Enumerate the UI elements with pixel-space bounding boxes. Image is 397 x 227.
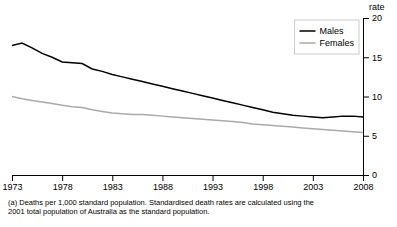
tick-mark — [363, 136, 369, 137]
tick-label: 2003 — [303, 182, 323, 192]
chart: 1973 1978 1983 1988 1993 1998 2003 2008 0 5 10 15 20… — [0, 0, 397, 227]
tick-label: 0 — [372, 170, 377, 180]
tick-label: 10 — [372, 92, 382, 102]
tick-label: 1998 — [253, 182, 273, 192]
legend-frame — [294, 20, 359, 54]
tick-label: 20 — [372, 13, 382, 23]
tick-mark — [363, 18, 369, 19]
tick-label: 15 — [372, 53, 382, 63]
tick-label: 1988 — [153, 182, 173, 192]
tick-label: 1973 — [2, 182, 22, 192]
tick-label: 1978 — [53, 182, 73, 192]
tick-mark — [62, 175, 63, 181]
axis-line — [364, 19, 370, 176]
tick-mark — [12, 175, 13, 181]
legend-label: Males — [319, 26, 344, 36]
axis-line — [13, 176, 364, 182]
footnote: (a) Deaths per 1,000 standard population… — [8, 198, 314, 216]
tick: 10 — [363, 92, 382, 102]
tick-label: 2008 — [353, 182, 373, 192]
tick: 1983 — [103, 175, 123, 192]
tick-label: 5 — [372, 131, 377, 141]
legend-swatch — [299, 42, 315, 44]
tick-mark — [112, 175, 113, 181]
tick-mark — [363, 97, 369, 98]
legend-item: Males — [299, 26, 344, 36]
lines — [12, 43, 363, 132]
legend-swatch — [299, 30, 315, 32]
tick: 2008 — [353, 175, 373, 192]
tick: 1993 — [203, 175, 223, 192]
tick-label: 1993 — [203, 182, 223, 192]
tick-mark — [213, 175, 214, 181]
tick-mark — [363, 175, 369, 176]
tick: 1988 — [153, 175, 173, 192]
tick: 1978 — [53, 175, 73, 192]
tick-mark — [363, 57, 369, 58]
x-axis: 1973 1978 1983 1988 1993 1998 2003 2008 — [2, 175, 373, 192]
tick: 1973 — [2, 175, 22, 192]
legend-item: Females — [299, 38, 354, 48]
tick-mark — [313, 175, 314, 181]
plot: 1973 1978 1983 1988 1993 1998 2003 2008 0 5 10 15 20 — [2, 13, 382, 192]
legend-label: Females — [319, 38, 354, 48]
tick-label: 1983 — [103, 182, 123, 192]
tick: 2003 — [303, 175, 323, 192]
tick-mark — [263, 175, 264, 181]
legend: Males Females — [294, 20, 359, 54]
tick: 0 — [363, 170, 377, 180]
tick: 1998 — [253, 175, 273, 192]
y-axis-title: rate — [369, 2, 385, 12]
tick: 15 — [363, 53, 382, 63]
tick-mark — [162, 175, 163, 181]
y-axis: 0 5 10 15 20 — [363, 13, 382, 180]
tick: 5 — [363, 131, 377, 141]
series-line — [12, 97, 363, 133]
tick: 20 — [363, 13, 382, 23]
